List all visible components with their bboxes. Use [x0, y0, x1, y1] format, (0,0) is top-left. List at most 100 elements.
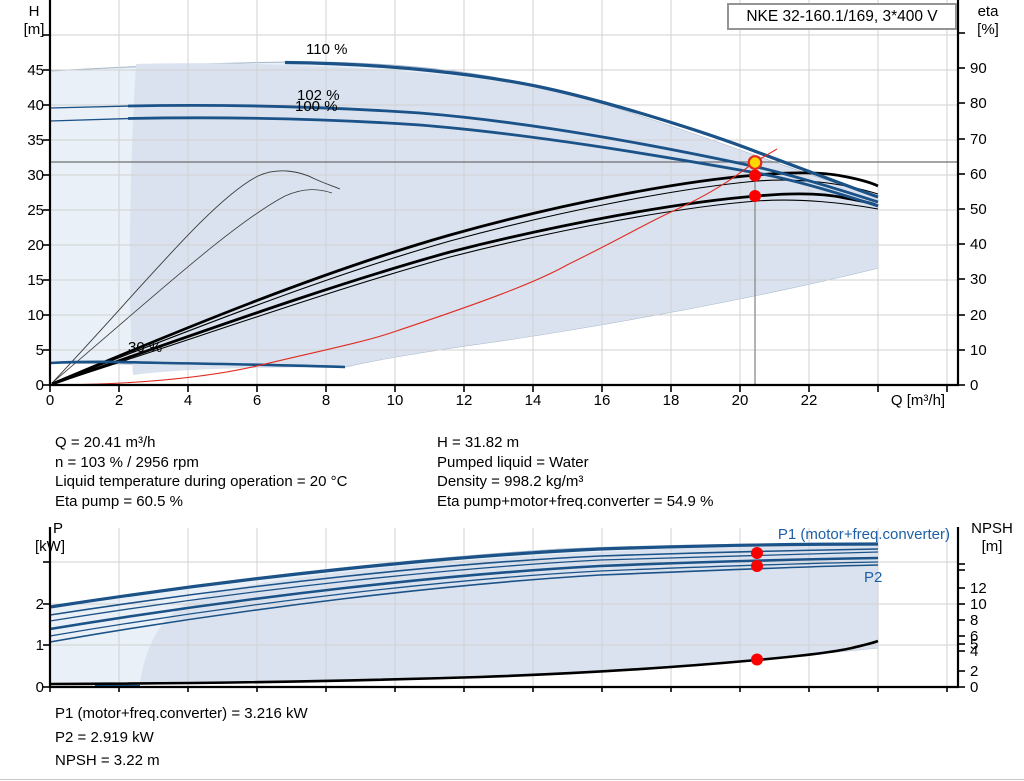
svg-text:50: 50	[970, 201, 987, 218]
system-curve	[49, 148, 778, 386]
curve-100-percent-thin	[49, 117, 131, 122]
duty-info-left: Q = 20.41 m³/h n = 103 % / 2956 rpm Liqu…	[55, 433, 347, 512]
svg-text:0: 0	[46, 392, 54, 409]
svg-text:0: 0	[36, 377, 44, 394]
svg-text:70: 70	[970, 131, 987, 148]
npsh-tick-labels: 12 10 8 6 5 4 2 0	[970, 580, 987, 696]
svg-text:15: 15	[27, 272, 44, 289]
svg-text:6: 6	[970, 628, 978, 645]
eta-pump-curve	[51, 171, 879, 386]
svg-text:45: 45	[27, 62, 44, 79]
results-block: P1 (motor+freq.converter) = 3.216 kW P2 …	[55, 702, 308, 773]
svg-text:20: 20	[732, 392, 749, 409]
reduced-speed-eta-arcs	[51, 170, 341, 384]
pump-title-box: NKE 32-160.1/169, 3*400 V	[727, 3, 957, 30]
svg-text:10: 10	[970, 342, 987, 359]
power-curves	[49, 542, 879, 688]
info-line-liquid: Pumped liquid = Water	[437, 453, 589, 471]
svg-text:18: 18	[663, 392, 680, 409]
p2-duty-dot	[751, 560, 763, 572]
svg-text:35: 35	[27, 132, 44, 149]
svg-text:12: 12	[970, 580, 987, 597]
svg-text:5: 5	[36, 342, 44, 359]
duty-point-marker	[747, 155, 763, 170]
curve-100-percent	[127, 116, 879, 208]
npsh-duty-dot	[751, 653, 763, 666]
svg-text:16: 16	[594, 392, 611, 409]
svg-text:2: 2	[115, 392, 123, 409]
info-line-flow: Q = 20.41 m³/h	[55, 434, 156, 451]
p1-duty-dot	[751, 547, 763, 559]
power-axis-ticks	[43, 561, 965, 692]
svg-text:12: 12	[456, 392, 473, 409]
p1-110-curve	[49, 542, 879, 609]
p2-110-curve	[49, 556, 879, 631]
h-axis-unit-line1: H	[29, 3, 40, 20]
svg-text:5: 5	[970, 636, 978, 653]
p1-100-curve	[49, 551, 879, 622]
npsh-curve	[49, 639, 879, 686]
power-axes	[48, 527, 960, 689]
svg-text:40: 40	[27, 97, 44, 114]
label-100-percent: 100 %	[295, 98, 338, 115]
eta-total-thin-companion	[51, 199, 879, 385]
eta-axis-unit-line1: eta	[978, 3, 1000, 20]
svg-text:20: 20	[970, 307, 987, 324]
svg-text:10: 10	[970, 596, 987, 613]
eta-axis-unit-line2: [%]	[977, 21, 999, 38]
p2-curve-label: P2	[864, 569, 882, 586]
info-line-eta-total: Eta pump+motor+freq.converter = 54.9 %	[437, 493, 714, 511]
eta-total-duty-dot	[749, 190, 761, 202]
svg-text:2: 2	[970, 663, 978, 680]
svg-text:10: 10	[27, 307, 44, 324]
svg-text:30: 30	[27, 167, 44, 184]
label-30-percent: 30 %	[128, 339, 162, 356]
h-tick-labels: 45 40 35 30 25 20 15 10 5 0	[27, 62, 44, 394]
power-duty-markers	[751, 547, 763, 666]
result-line-p1: P1 (motor+freq.converter) = 3.216 kW	[55, 705, 308, 722]
pump-title: NKE 32-160.1/169, 3*400 V	[746, 7, 938, 25]
q-axis-label: Q [m³/h]	[891, 392, 945, 409]
eta-tick-labels: 90 80 70 60 50 40 30 20 10 0	[970, 60, 987, 394]
info-line-head: H = 31.82 m	[437, 434, 520, 451]
main-gridlines	[50, 0, 958, 385]
p-tick-labels: 2 1 0	[36, 596, 44, 696]
svg-text:0: 0	[36, 679, 44, 696]
svg-text:1: 1	[36, 637, 44, 654]
svg-text:25: 25	[27, 202, 44, 219]
p2-102-curve	[49, 561, 879, 637]
svg-text:80: 80	[970, 95, 987, 112]
svg-text:0: 0	[970, 679, 978, 696]
info-line-eta-pump: Eta pump = 60.5 %	[55, 493, 183, 511]
svg-text:4: 4	[184, 392, 192, 409]
svg-text:10: 10	[387, 392, 404, 409]
info-line-density: Density = 998.2 kg/m³	[437, 473, 584, 491]
power-gridlines	[50, 528, 958, 687]
main-axes	[48, 0, 960, 387]
p-axis-unit-line2: [kW]	[35, 538, 65, 555]
svg-text:14: 14	[525, 392, 542, 409]
p2-100-curve	[49, 564, 879, 643]
q-tick-labels: 0 2 4 6 8 10 12 14 16 18 20 22	[46, 392, 818, 409]
eta-pump-duty-dot	[749, 169, 761, 182]
svg-text:90: 90	[970, 60, 987, 77]
p-axis-unit-line1: P	[53, 520, 63, 537]
curve-102-percent-thin	[49, 105, 131, 109]
label-102-percent: 102 %	[297, 87, 340, 104]
result-line-p2: P2 = 2.919 kW	[55, 728, 154, 746]
label-110-percent: 110 %	[306, 41, 347, 58]
info-line-speed: n = 103 % / 2956 rpm	[55, 453, 199, 471]
svg-text:6: 6	[253, 392, 261, 409]
main-axis-ticks	[43, 32, 965, 392]
envelope-inner-region	[129, 63, 878, 375]
p1-102-curve	[49, 548, 879, 616]
svg-text:22: 22	[801, 392, 818, 409]
svg-text:4: 4	[970, 643, 978, 660]
svg-text:8: 8	[322, 392, 330, 409]
svg-text:2: 2	[36, 596, 44, 613]
result-line-npsh: NPSH = 3.22 m	[55, 752, 160, 769]
svg-text:0: 0	[970, 377, 978, 394]
p1-curve-label: P1 (motor+freq.converter)	[778, 526, 950, 543]
